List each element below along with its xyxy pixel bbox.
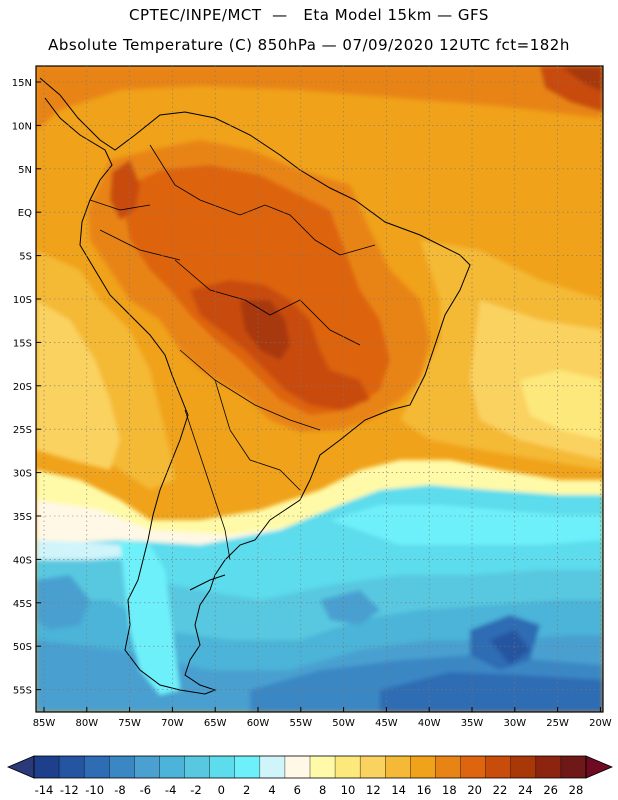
colorbar-label: 8 xyxy=(319,783,326,797)
lon-label: 35W xyxy=(461,718,484,729)
colorbar-swatch xyxy=(460,756,486,778)
colorbar-label: 14 xyxy=(391,783,406,797)
colorbar-swatch xyxy=(535,756,562,778)
lon-label: 30W xyxy=(503,718,526,729)
colorbar-label: -4 xyxy=(165,783,176,797)
lat-label: 35S xyxy=(13,512,32,523)
graticule xyxy=(36,66,603,712)
colorbar-label: 6 xyxy=(294,783,301,797)
lon-label: 45W xyxy=(375,718,398,729)
lon-label: 70W xyxy=(161,718,184,729)
colorbar-label: 26 xyxy=(543,783,558,797)
colorbar-label: 2 xyxy=(243,783,250,797)
colorbar-swatch xyxy=(435,756,461,778)
temperature-field xyxy=(36,66,603,712)
lat-label: 20S xyxy=(13,382,32,393)
colorbar-swatch xyxy=(84,756,110,778)
colorbar-label: -14 xyxy=(35,783,54,797)
lon-label: 75W xyxy=(118,718,141,729)
coastline xyxy=(39,77,471,695)
colorbar-label: 0 xyxy=(218,783,225,797)
colorbar-label: 24 xyxy=(518,783,533,797)
lat-label: 15S xyxy=(13,338,32,349)
colorbar-swatch xyxy=(34,756,60,778)
lat-label: 15N xyxy=(12,78,32,89)
title-line-2: Absolute Temperature (C) 850hPa — 07/09/… xyxy=(48,36,570,54)
colorbar-label: 22 xyxy=(493,783,508,797)
lat-label: 10N xyxy=(12,121,32,132)
lon-label: 80W xyxy=(75,718,98,729)
title-line-1: CPTEC/INPE/MCT — Eta Model 15km — GFS xyxy=(129,6,489,24)
colorbar-label: 18 xyxy=(442,783,457,797)
colorbar-swatch xyxy=(259,756,286,778)
colorbar-label: -8 xyxy=(114,783,125,797)
colorbar-swatch xyxy=(335,756,361,778)
colorbar-label: 12 xyxy=(366,783,381,797)
colorbar-label: 4 xyxy=(268,783,275,797)
colorbar-swatch xyxy=(410,756,436,778)
lon-label: 55W xyxy=(289,718,312,729)
lat-label: 50S xyxy=(13,642,32,653)
colorbar-label: 20 xyxy=(467,783,482,797)
lat-label: 40S xyxy=(13,555,32,566)
colorbar-swatch xyxy=(310,756,336,778)
lat-label: 10S xyxy=(13,295,32,306)
lat-label: 45S xyxy=(13,599,32,610)
colorbar-label: -12 xyxy=(60,783,79,797)
colorbar-swatch xyxy=(360,756,386,778)
colorbar-right-arrow xyxy=(585,755,614,779)
lat-label: 55S xyxy=(13,686,32,697)
lat-label: EQ xyxy=(18,208,32,219)
lon-label: 65W xyxy=(204,718,227,729)
colorbar-swatch xyxy=(209,756,236,778)
lat-label: 5N xyxy=(18,165,32,176)
colorbar-swatch xyxy=(159,756,185,778)
colorbar-swatch xyxy=(184,756,210,778)
lon-label: 25W xyxy=(546,718,569,729)
colorbar-swatch xyxy=(510,756,537,778)
colorbar-label: 28 xyxy=(569,783,584,797)
colorbar-left-arrow xyxy=(6,755,35,779)
colorbar-label: -2 xyxy=(190,783,201,797)
colorbar-swatch xyxy=(109,756,135,778)
lat-label: 30S xyxy=(13,469,32,480)
colorbar-swatch xyxy=(560,756,587,778)
lon-label: 20W xyxy=(589,718,612,729)
latitude-labels: 15N 10N 5N EQ 5S 10S 15S 20S 25S 30S 35S 40S 45S 50S 5… xyxy=(12,78,32,697)
colorbar-swatch xyxy=(284,756,311,778)
colorbar-swatch xyxy=(59,756,85,778)
colorbar-label: -6 xyxy=(140,783,151,797)
plot-frame xyxy=(35,65,604,713)
colorbar-swatch xyxy=(234,756,261,778)
country-borders xyxy=(89,144,376,561)
colorbar-swatch xyxy=(485,756,512,778)
colorbar-swatch xyxy=(385,756,411,778)
colorbar: -14 -12 -10 -8 -6 -4 -2 0 2 4 6 8 10 12 14 16 18 20 22 24 26… xyxy=(6,755,614,797)
longitude-labels: 85W 80W 75W 70W 65W 60W 55W 50W 45W 40W 35W 30W 25W 2… xyxy=(33,718,612,729)
lon-label: 85W xyxy=(33,718,56,729)
colorbar-label: 10 xyxy=(341,783,356,797)
colorbar-swatch xyxy=(134,756,160,778)
colorbar-label: 16 xyxy=(417,783,432,797)
lon-label: 40W xyxy=(418,718,441,729)
colorbar-label: -10 xyxy=(85,783,104,797)
lat-label: 25S xyxy=(13,425,32,436)
lon-label: 50W xyxy=(332,718,355,729)
lon-label: 60W xyxy=(247,718,270,729)
lat-label: 5S xyxy=(19,252,32,263)
